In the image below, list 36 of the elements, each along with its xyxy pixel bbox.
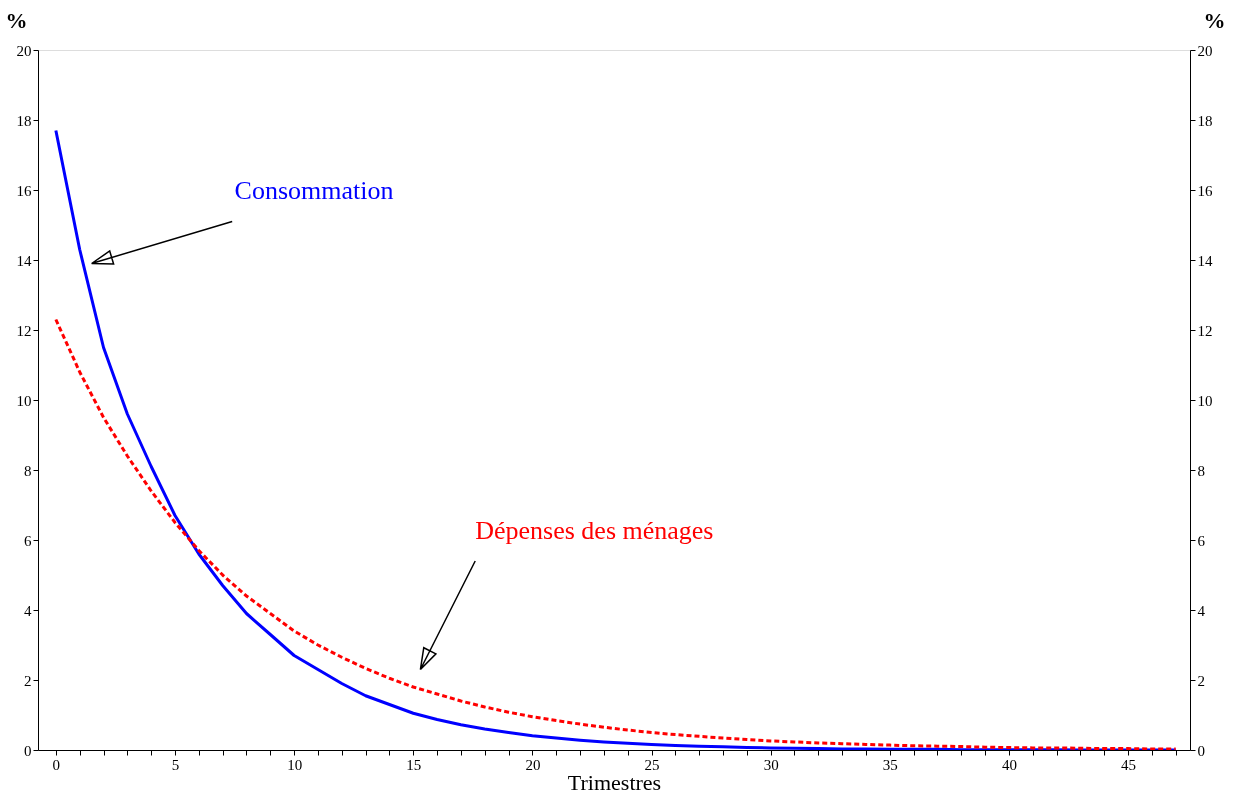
y2-tick-label: 12 (1197, 322, 1213, 339)
y-tick-label: 4 (24, 602, 32, 619)
text: Dépenses des ménages (475, 515, 714, 545)
y-axis-title: % (5, 7, 28, 33)
x-tick-label: 35 (882, 756, 898, 773)
x-tick-label: 45 (1121, 756, 1137, 773)
y2-tick-label: 8 (1197, 462, 1205, 479)
y2-tick-label: 14 (1197, 252, 1213, 269)
y2-axis-title: % (1203, 7, 1226, 33)
x-tick-label: 40 (1001, 756, 1017, 773)
y-tick-label: 10 (16, 392, 32, 409)
y-tick-label: 6 (24, 532, 32, 549)
x-tick-label: 5 (171, 756, 180, 773)
x-tick-label: 10 (287, 756, 303, 773)
y2-tick-label: 4 (1197, 602, 1206, 619)
y-tick-label: 12 (16, 322, 32, 339)
y-tick-label: 14 (16, 252, 32, 269)
line-series (54, 318, 1178, 750)
y-tick-label: 16 (16, 182, 32, 199)
y2-tick-label: 18 (1197, 112, 1213, 129)
y2-tick-label: 2 (1197, 672, 1205, 689)
y2-tick-label: 16 (1197, 182, 1213, 199)
text: Consommation (234, 176, 394, 205)
x-tick-label: 0 (52, 756, 61, 773)
y-tick-label: 18 (16, 112, 32, 129)
x-tick-label: 15 (406, 756, 422, 773)
x-tick-label: 20 (525, 756, 541, 773)
y2-tick-label: 0 (1197, 742, 1205, 759)
y2-tick-label: 10 (1197, 392, 1213, 409)
y-tick-label: 20 (16, 42, 32, 59)
y-tick-label: 2 (24, 672, 32, 689)
y2-tick-label: 6 (1197, 532, 1206, 549)
x-tick-label: 30 (763, 756, 779, 773)
y2-tick-label: 20 (1197, 42, 1213, 59)
y-tick-label: 0 (24, 742, 32, 759)
y-tick-label: 8 (24, 462, 32, 479)
